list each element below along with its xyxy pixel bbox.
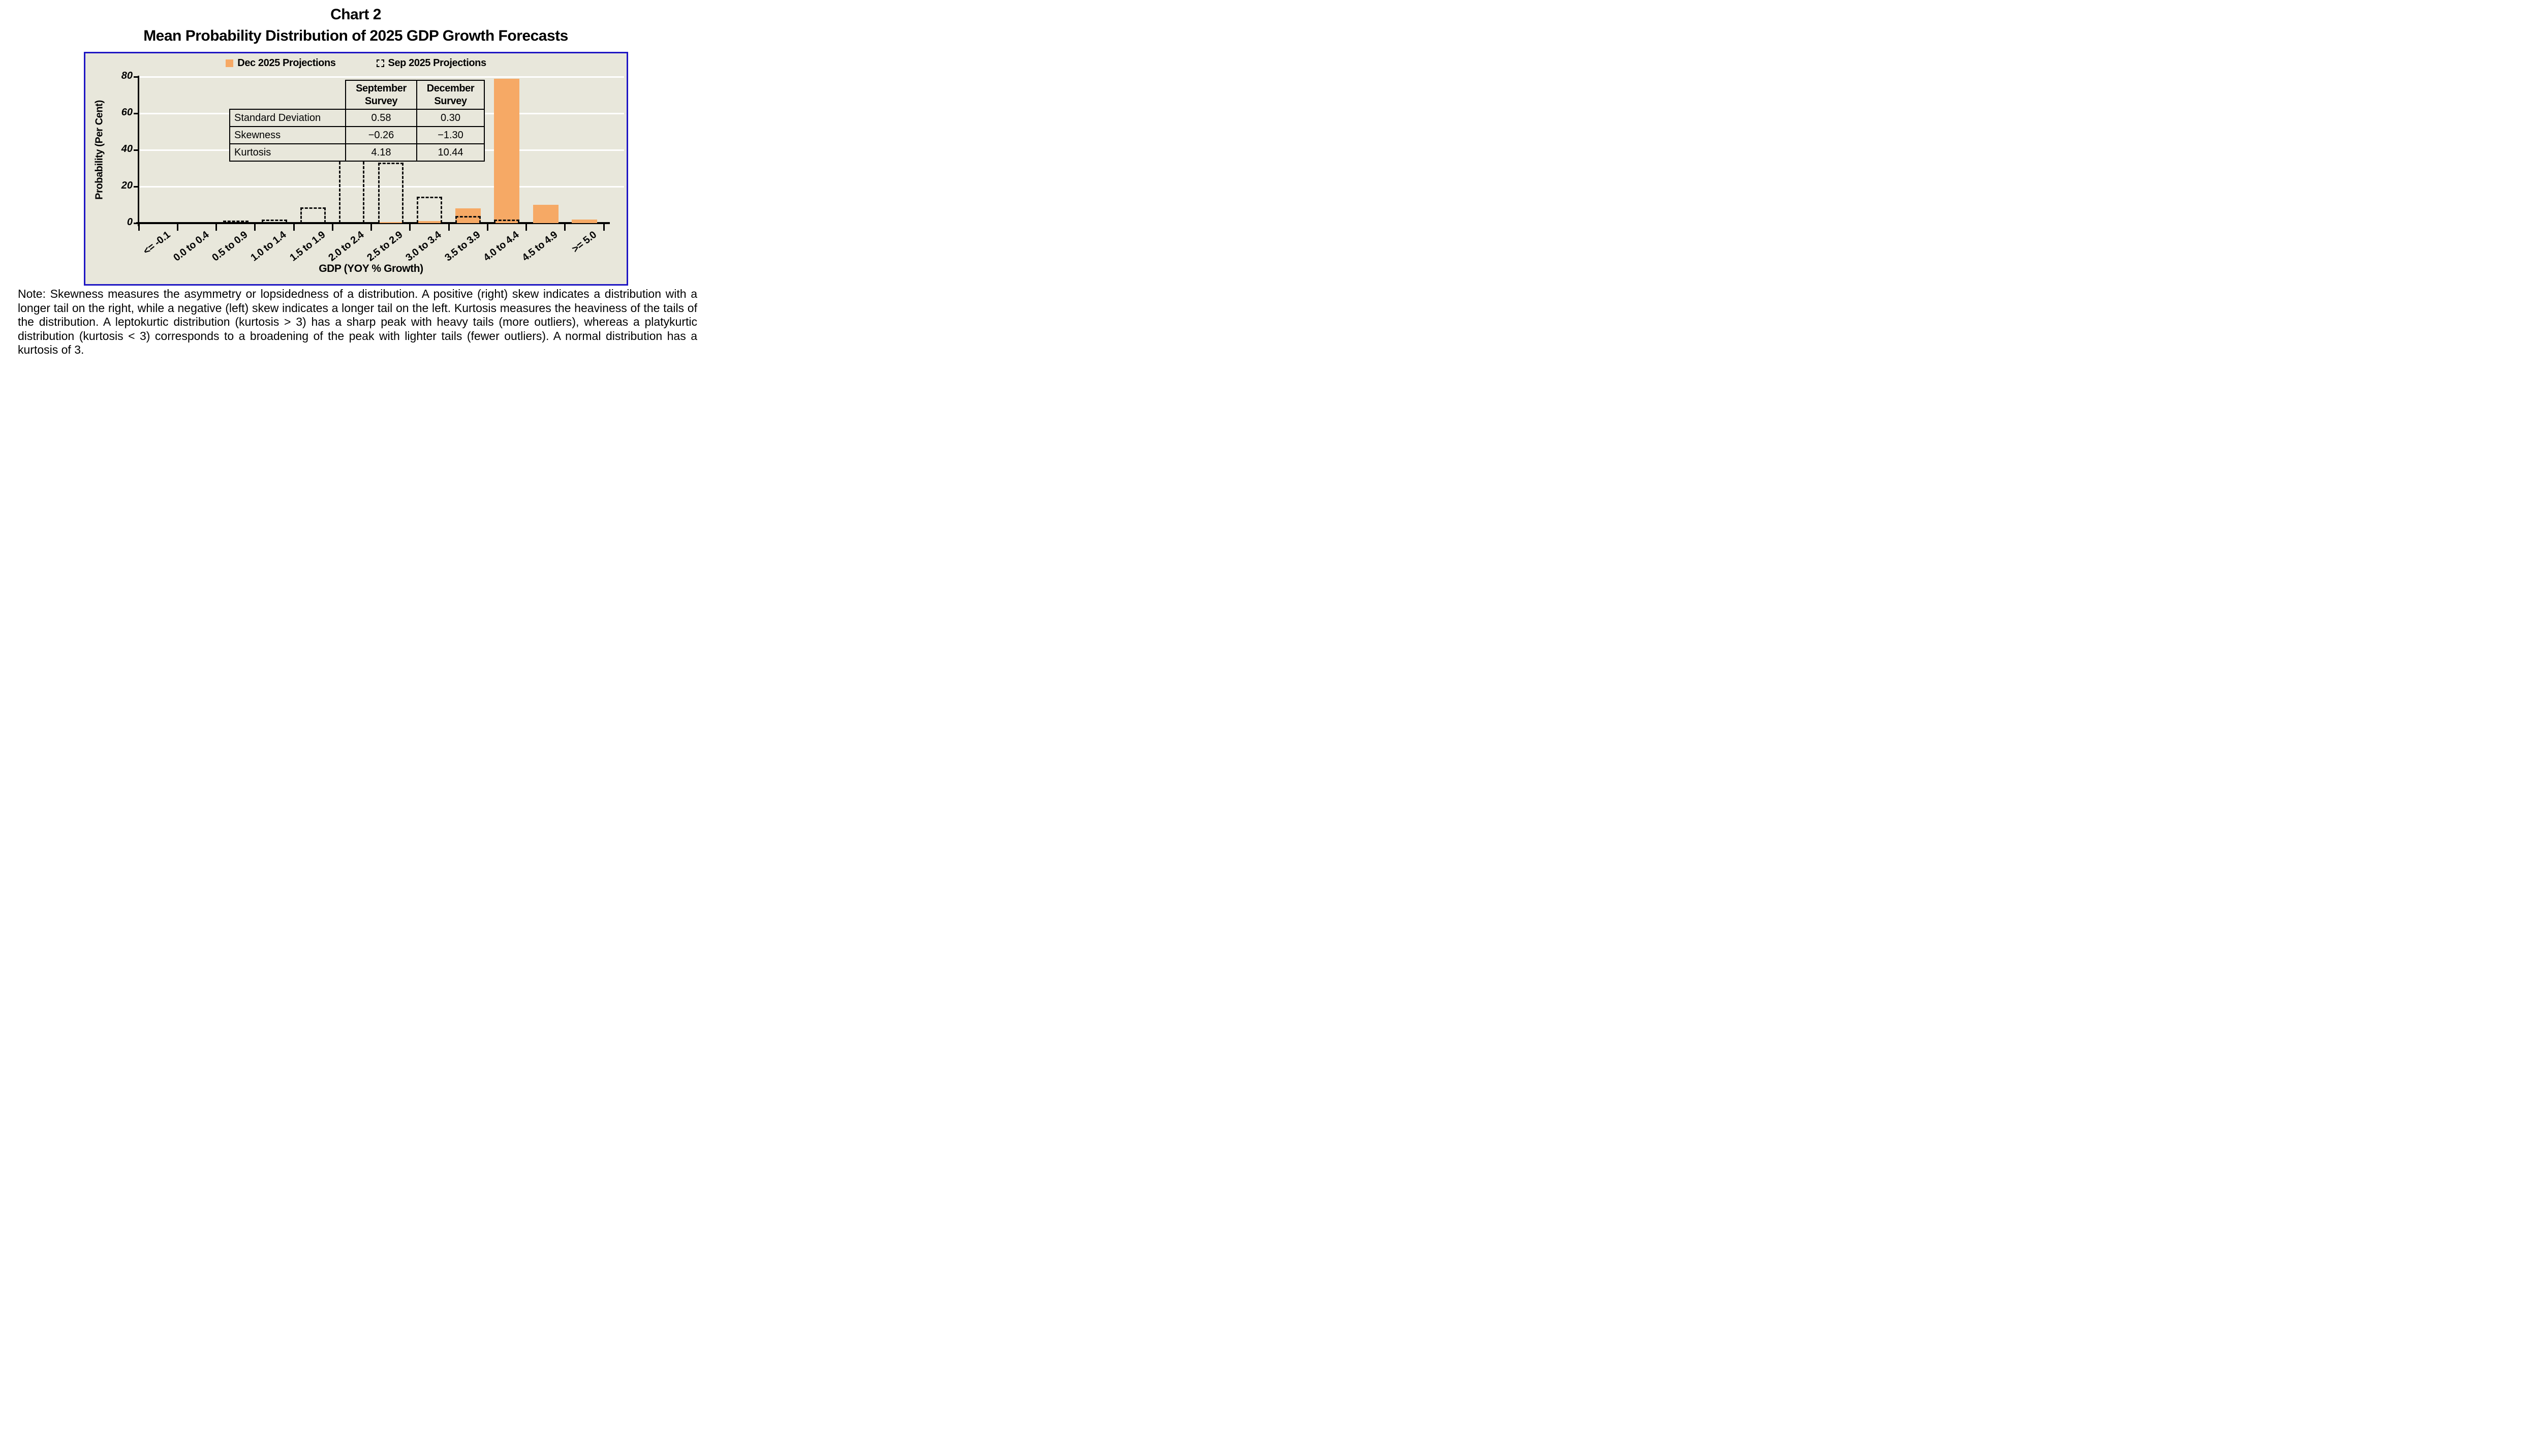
stats-table-body: Standard Deviation 0.58 0.30 Skewness −0.26−… bbox=[229, 109, 485, 162]
dec-legend-swatch-icon bbox=[226, 59, 234, 67]
x-axis-line bbox=[136, 222, 610, 224]
x-axis-label-5: 2.0 to 2.4 bbox=[326, 229, 366, 264]
note-text: Note: Skewness measures the asymmetry or… bbox=[18, 287, 697, 357]
bar-dec-8 bbox=[455, 208, 481, 223]
y-tick-label-0: 0 bbox=[127, 216, 133, 228]
stat-value: −1.30 bbox=[416, 126, 485, 144]
page: Chart 2 Mean Probability Distribution of… bbox=[0, 0, 711, 364]
y-tick-label-40: 40 bbox=[121, 143, 133, 154]
x-tick-7 bbox=[409, 224, 411, 231]
x-tick-8 bbox=[448, 224, 450, 231]
sep-legend-swatch-icon bbox=[376, 59, 384, 67]
x-tick-3 bbox=[254, 224, 256, 231]
x-axis-label-10: 4.5 to 4.9 bbox=[520, 229, 560, 264]
y-tick-80 bbox=[134, 76, 139, 78]
bar-sep-3 bbox=[261, 219, 287, 223]
x-axis-label-7: 3.0 to 3.4 bbox=[404, 229, 444, 264]
y-axis-title: Probability (Per Cent) bbox=[94, 100, 105, 200]
bar-dec-7 bbox=[416, 221, 442, 223]
x-tick-5 bbox=[331, 224, 333, 231]
chart-number-title: Chart 2 bbox=[330, 6, 381, 23]
bar-sep-4 bbox=[300, 207, 326, 223]
y-axis-line bbox=[138, 76, 139, 226]
stat-label: Kurtosis bbox=[229, 143, 346, 162]
bar-sep-6 bbox=[378, 163, 404, 223]
stats-table-blank-header bbox=[230, 80, 346, 109]
x-tick-0 bbox=[138, 224, 140, 231]
bar-sep-7 bbox=[416, 196, 442, 223]
bar-sep-2 bbox=[223, 220, 249, 223]
x-axis-label-0: <= -0.1 bbox=[141, 229, 172, 257]
gridline-20 bbox=[139, 185, 624, 188]
chart-main-title: Mean Probability Distribution of 2025 GD… bbox=[143, 27, 568, 44]
x-tick-12 bbox=[603, 224, 605, 231]
legend: Dec 2025 Projections Sep 2025 Projection… bbox=[85, 57, 627, 69]
stat-value: 0.30 bbox=[416, 109, 485, 127]
x-tick-4 bbox=[293, 224, 295, 231]
bar-sep-5 bbox=[339, 157, 365, 223]
x-axis-label-6: 2.5 to 2.9 bbox=[365, 229, 405, 264]
y-tick-40 bbox=[134, 149, 139, 151]
y-tick-label-20: 20 bbox=[121, 180, 133, 191]
y-tick-20 bbox=[134, 185, 139, 188]
dec-legend-label: Dec 2025 Projections bbox=[237, 57, 336, 69]
y-tick-label-60: 60 bbox=[121, 107, 133, 118]
stat-value: 0.58 bbox=[345, 109, 417, 127]
x-tick-9 bbox=[486, 224, 488, 231]
december-survey-header: December Survey bbox=[416, 80, 485, 110]
x-axis-title: GDP (YOY % Growth) bbox=[319, 263, 423, 274]
x-axis-label-9: 4.0 to 4.4 bbox=[481, 229, 521, 264]
x-axis-label-8: 3.5 to 3.9 bbox=[442, 229, 482, 264]
bar-dec-11 bbox=[571, 219, 597, 223]
stat-value: −0.26 bbox=[345, 126, 417, 144]
bar-sep-8 bbox=[455, 215, 481, 223]
x-tick-11 bbox=[564, 224, 566, 231]
stat-label: Standard Deviation bbox=[229, 109, 346, 127]
x-tick-2 bbox=[215, 224, 217, 231]
stat-label: Skewness bbox=[229, 126, 346, 144]
gridline-80 bbox=[139, 76, 624, 78]
chart-frame: Dec 2025 Projections Sep 2025 Projection… bbox=[84, 52, 628, 286]
bar-sep-9 bbox=[494, 219, 520, 223]
x-axis-label-2: 0.5 to 0.9 bbox=[210, 229, 250, 264]
sep-legend-label: Sep 2025 Projections bbox=[388, 57, 487, 69]
chart-title-block: Chart 2 Mean Probability Distribution of… bbox=[0, 4, 711, 47]
x-axis-label-3: 1.0 to 1.4 bbox=[249, 229, 289, 264]
x-tick-10 bbox=[525, 224, 527, 231]
stats-row-2: Kurtosis 4.18 10.44 bbox=[229, 143, 485, 162]
stats-row-0: Standard Deviation 0.58 0.30 bbox=[229, 109, 485, 127]
x-tick-6 bbox=[370, 224, 372, 231]
bar-dec-6 bbox=[378, 222, 404, 223]
bar-dec-10 bbox=[533, 205, 559, 223]
stats-row-1: Skewness −0.26 −1.30 bbox=[229, 126, 485, 144]
stat-value: 10.44 bbox=[416, 143, 485, 162]
y-tick-label-80: 80 bbox=[121, 70, 133, 81]
legend-item-sep: Sep 2025 Projections bbox=[376, 57, 487, 69]
x-axis-label-1: 0.0 to 0.4 bbox=[171, 229, 211, 264]
bar-dec-9 bbox=[494, 78, 520, 223]
x-tick-1 bbox=[176, 224, 178, 231]
y-tick-60 bbox=[134, 112, 139, 114]
stat-value: 4.18 bbox=[345, 143, 417, 162]
x-axis-label-4: 1.5 to 1.9 bbox=[287, 229, 327, 264]
x-axis-label-11: >= 5.0 bbox=[570, 229, 599, 255]
legend-item-dec: Dec 2025 Projections bbox=[226, 57, 336, 69]
september-survey-header: September Survey bbox=[345, 80, 417, 110]
stats-table: September Survey December Survey Standar… bbox=[229, 80, 485, 162]
